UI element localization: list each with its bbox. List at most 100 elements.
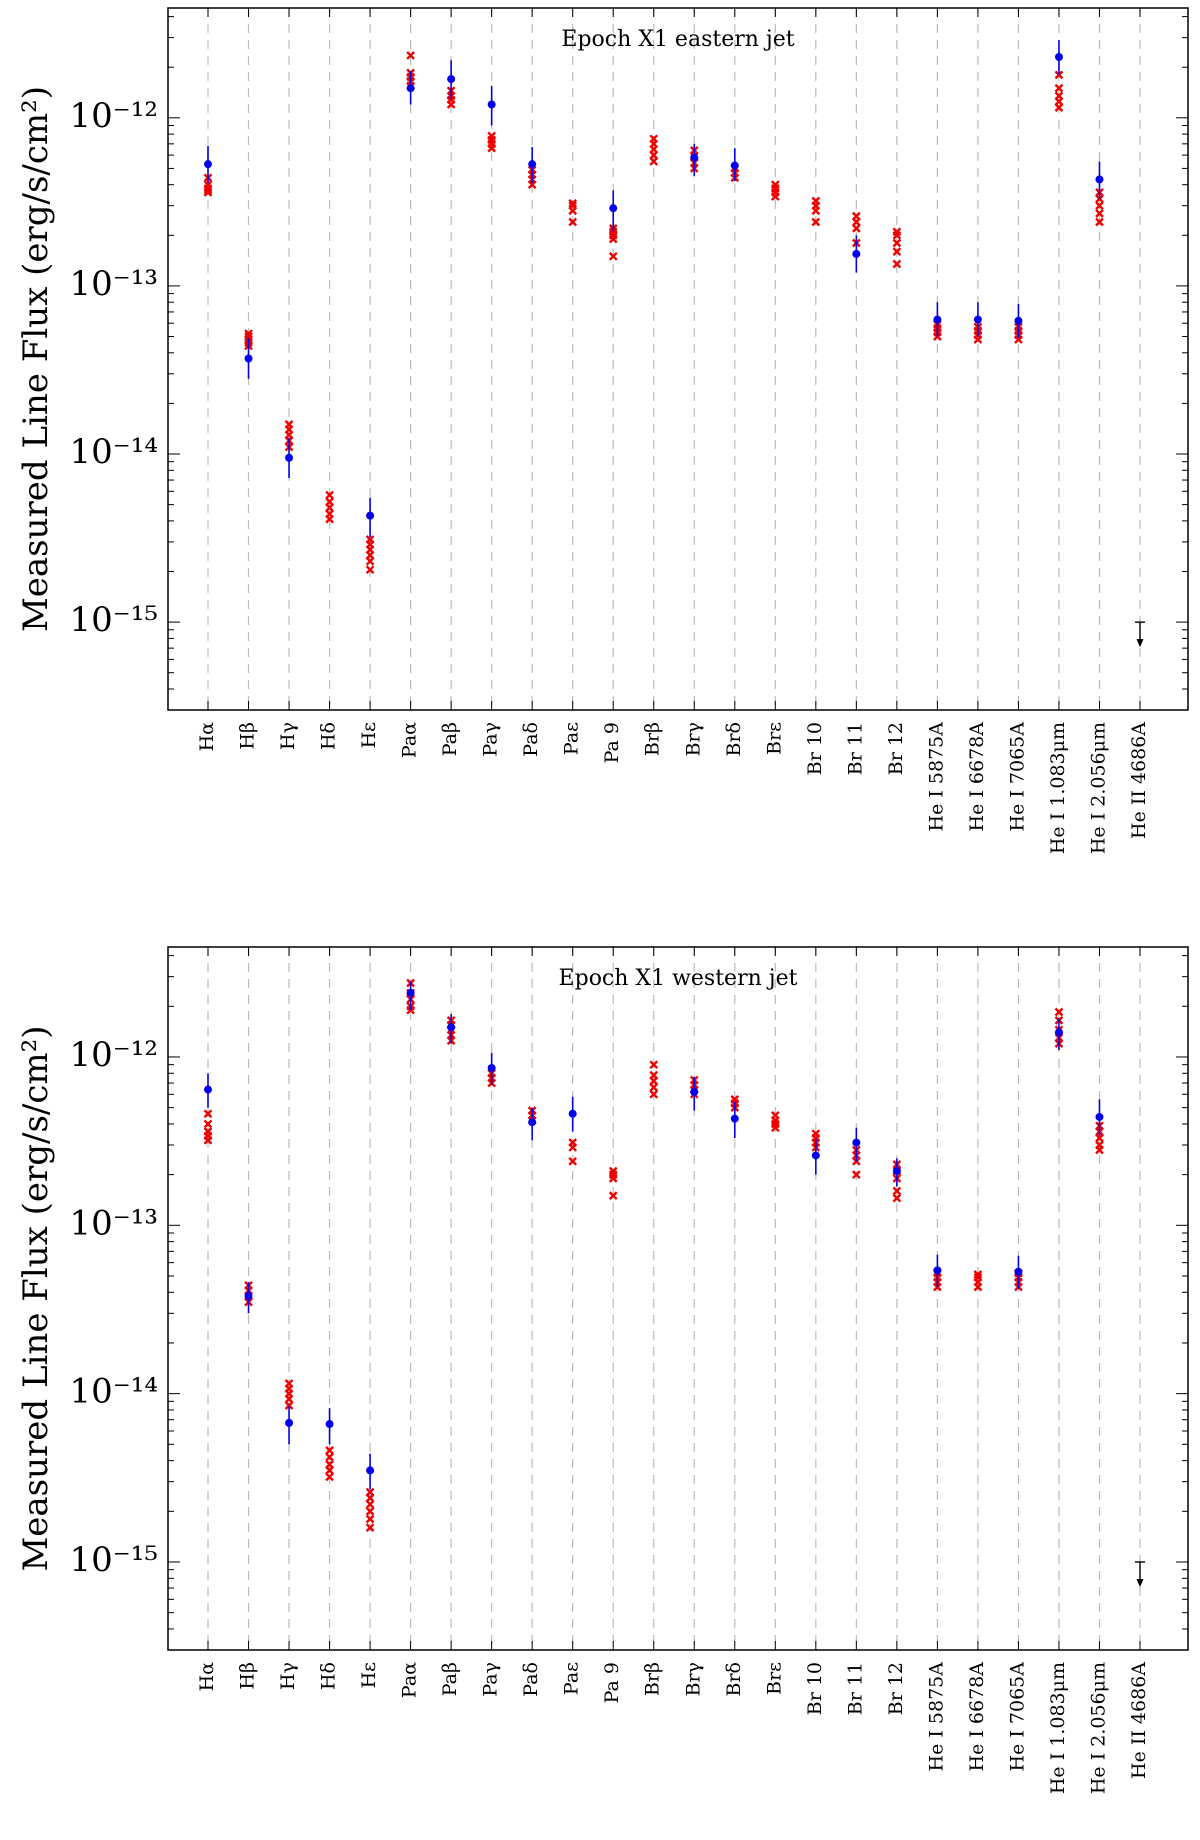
observed-point (1014, 1267, 1023, 1276)
x-tick-label: Br 10 (804, 722, 826, 775)
observed-point (244, 1292, 253, 1301)
observed-point (528, 160, 537, 169)
upper-limit-arrowhead (1136, 1578, 1144, 1587)
model-point (973, 1270, 983, 1279)
panel-eastern-jet: Hα Hβ Hγ Hδ Hε Paα Paβ Paγ Paδ Paε Pa 9 Brβ Brγ Brδ Br… (16, 7, 1189, 854)
observed-point (933, 1266, 942, 1275)
upper-limit-arrowhead (1136, 639, 1144, 648)
chart-title: Epoch X1 eastern jet (561, 27, 794, 52)
model-point (851, 211, 861, 221)
x-tick-label: He I 6678A (966, 722, 988, 832)
model-point (203, 1109, 213, 1119)
x-tick-label: Brε (763, 1662, 785, 1695)
x-tick-label: Pa 9 (601, 722, 623, 763)
model-point (203, 1119, 213, 1129)
model-point (568, 217, 578, 227)
observed-point (447, 1023, 456, 1032)
model-point (892, 1193, 902, 1203)
model-point (649, 134, 659, 144)
observed-point (892, 1167, 901, 1176)
model-point (1054, 83, 1064, 93)
observed-point (406, 84, 415, 93)
model-point (811, 217, 821, 227)
observed-point (690, 1087, 699, 1096)
x-tick-label: Br 10 (804, 1662, 826, 1715)
observed-point (285, 1418, 294, 1427)
observed-point (366, 1466, 375, 1475)
observed-point (285, 453, 294, 462)
model-point (973, 1273, 983, 1282)
model-point (568, 1138, 578, 1147)
x-tick-label: Hγ (277, 722, 299, 750)
panel-western-jet: Hα Hβ Hγ Hδ Hε Paα Paβ Paγ Paδ Paε Pa 9 Brβ Brγ Brδ Br… (16, 946, 1189, 1794)
x-tick-label: Pa 9 (601, 1662, 623, 1703)
model-point (365, 535, 375, 544)
observed-point (204, 1085, 212, 1094)
x-tick-label: He I 2.056μm (1087, 722, 1109, 854)
model-point (284, 1379, 294, 1388)
model-point (325, 1452, 334, 1462)
model-point (892, 238, 902, 248)
observed-point (730, 1114, 739, 1123)
x-tick-label: He I 6678A (966, 1662, 988, 1772)
model-point (892, 1186, 902, 1196)
model-point (203, 1127, 213, 1136)
model-point (365, 1499, 375, 1509)
x-tick-label: He I 5875A (925, 722, 947, 832)
x-tick-label: Paγ (480, 722, 502, 757)
model-point (325, 497, 334, 507)
observed-point (933, 315, 942, 324)
model-point (365, 565, 375, 575)
x-tick-label: He I 5875A (925, 1662, 947, 1772)
model-point (325, 1472, 334, 1482)
y-tick-label: 10⁻¹³ (70, 264, 158, 304)
x-tick-label: Br 11 (844, 722, 866, 775)
y-tick-label: 10⁻¹⁵ (70, 1540, 158, 1580)
observed-point (1054, 52, 1063, 61)
model-point (1095, 217, 1104, 227)
x-tick-label: Paγ (480, 1662, 502, 1697)
y-tick-label: 10⁻¹² (70, 1035, 158, 1075)
observed-point (406, 988, 415, 997)
x-tick-label: Paδ (520, 722, 542, 757)
model-point (851, 1170, 861, 1179)
observed-point (568, 1109, 577, 1118)
observed-point (204, 160, 212, 169)
chart-title: Epoch X1 western jet (559, 966, 798, 991)
observed-point (528, 1118, 537, 1127)
x-tick-label: Br 11 (844, 1662, 866, 1715)
x-tick-label: Hβ (237, 1662, 259, 1690)
x-tick-label: Hβ (237, 722, 259, 750)
model-point (487, 131, 497, 141)
x-tick-label: Brβ (642, 722, 664, 756)
observed-point (690, 153, 699, 162)
model-point (730, 1095, 740, 1104)
model-point (568, 201, 578, 211)
observed-point (811, 1151, 820, 1160)
model-point (325, 490, 334, 500)
x-tick-label: Paε (561, 722, 583, 755)
y-axis-label: Measured Line Flux (erg/s/cm²) (16, 86, 56, 632)
model-point (244, 332, 253, 341)
model-point (608, 1191, 618, 1201)
y-tick-label: 10⁻¹⁴ (70, 1372, 158, 1412)
x-tick-label: Paα (399, 1662, 421, 1698)
model-point (608, 251, 618, 261)
observed-point (852, 1138, 861, 1147)
x-tick-label: Brγ (682, 722, 704, 756)
observed-point (609, 204, 618, 213)
x-tick-label: Hε (358, 1662, 380, 1688)
model-point (325, 1460, 334, 1469)
x-tick-label: Paα (399, 722, 421, 758)
x-tick-label: He I 7065A (1006, 1662, 1028, 1772)
x-tick-label: He II 4686A (1128, 722, 1150, 839)
x-tick-label: Hδ (318, 722, 340, 750)
model-point (568, 198, 578, 208)
x-tick-label: Paδ (520, 1662, 542, 1697)
x-tick-label: He I 7065A (1006, 722, 1028, 832)
model-point (811, 196, 821, 206)
y-axis-label: Measured Line Flux (erg/s/cm²) (16, 1025, 56, 1571)
model-point (1054, 91, 1064, 101)
model-point (568, 1156, 578, 1166)
plot-frame (167, 7, 1189, 711)
